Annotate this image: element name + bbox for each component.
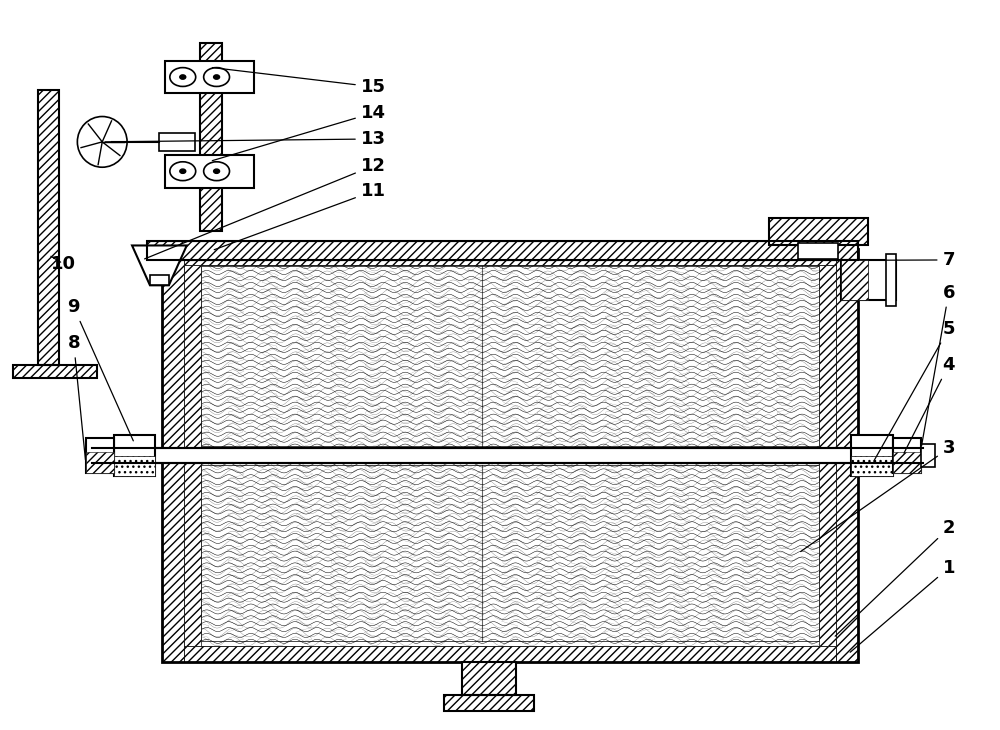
Text: 15: 15 [212,68,386,96]
Circle shape [180,169,186,174]
Bar [147,241,858,261]
Text: 2: 2 [835,519,955,637]
Bar [462,662,516,695]
Bar [836,249,858,662]
Bar [162,249,858,662]
Bar [200,42,222,231]
Bar [114,435,155,476]
Bar [159,133,195,150]
Circle shape [214,75,220,80]
Bar [798,242,838,258]
Bar [165,155,254,188]
Bar [162,249,858,265]
Text: 13: 13 [105,130,386,148]
Bar [921,444,935,467]
Text: 11: 11 [214,182,386,250]
Bar [769,218,868,245]
Bar [444,695,534,710]
Bar [92,448,923,463]
Text: 4: 4 [904,356,955,453]
Bar [165,61,254,93]
Text: 7: 7 [871,251,955,269]
Bar [893,438,921,473]
Text: 3: 3 [801,439,955,552]
Text: 8: 8 [67,334,85,460]
Bar [886,255,896,306]
Bar [200,42,222,231]
Bar [462,662,516,695]
Bar [893,452,921,473]
Text: 10: 10 [51,255,76,272]
Bar [851,456,893,476]
Bar [38,90,59,365]
Bar [13,365,97,378]
Bar [201,266,819,446]
Text: 5: 5 [874,320,955,461]
Bar [819,265,836,646]
Bar [841,261,868,300]
Bar [162,249,184,662]
Bar [86,438,114,473]
Text: 1: 1 [850,559,955,652]
Bar [444,695,534,710]
Bar [38,90,59,365]
Bar [114,456,155,476]
Bar [201,465,819,641]
Bar [769,218,868,245]
Bar [150,275,169,285]
Bar [13,365,97,378]
Bar [184,265,201,646]
Bar [162,646,858,662]
Text: 9: 9 [67,298,133,441]
Polygon shape [132,245,187,285]
Bar [851,435,893,476]
Circle shape [180,75,186,80]
Text: 12: 12 [145,157,386,259]
Text: 6: 6 [922,283,955,446]
Bar [86,452,114,473]
Text: 14: 14 [212,104,386,161]
Bar [147,241,858,261]
Circle shape [214,169,220,174]
Bar [841,261,896,300]
